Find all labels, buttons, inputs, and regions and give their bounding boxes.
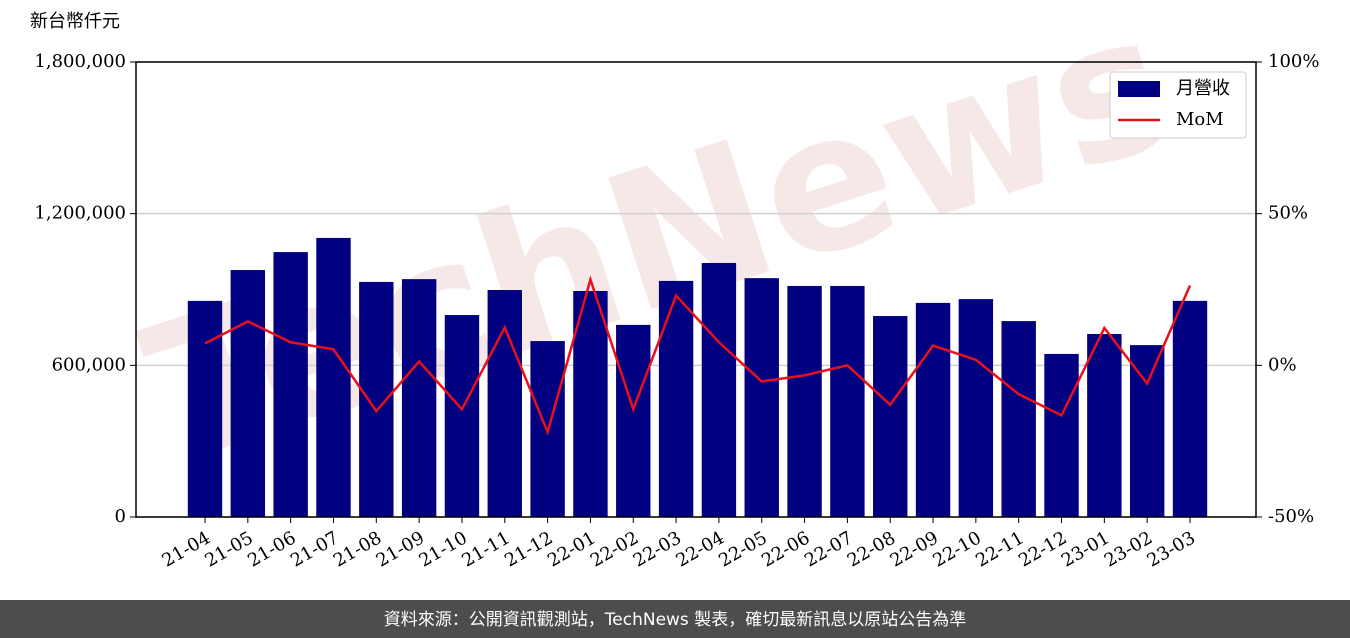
bar	[401, 279, 437, 517]
legend-swatch	[1118, 81, 1160, 97]
bar	[616, 324, 651, 517]
y-axis-label: 新台幣仟元	[30, 11, 120, 32]
plot-frame	[135, 61, 1257, 518]
y-tick-label: 1,200,000	[34, 203, 126, 224]
y2-tick-label: 100%	[1268, 51, 1319, 72]
bar	[915, 302, 951, 517]
x-tick-label: 22-12	[1015, 527, 1070, 571]
bar	[744, 278, 779, 517]
x-tick-label: 22-08	[844, 527, 899, 571]
bar	[658, 280, 694, 517]
bar	[701, 262, 737, 517]
x-tick-label: 22-04	[672, 527, 727, 571]
x-tick-label: 21-10	[416, 527, 471, 571]
y2-tick-label: 50%	[1268, 203, 1308, 224]
x-tick-label: 22-06	[758, 527, 813, 571]
bar	[1044, 353, 1079, 517]
bar	[787, 285, 822, 517]
x-tick-label: 22-09	[887, 527, 942, 571]
x-tick-label: 21-12	[501, 527, 556, 571]
legend: 月營收 MoM	[1109, 71, 1247, 139]
x-tick-label: 22-05	[715, 527, 770, 571]
x-tick-label: 21-06	[244, 527, 299, 571]
y2-tick-label: 0%	[1268, 354, 1297, 375]
x-tick-label: 21-07	[287, 527, 342, 571]
x-tick-label: 22-02	[587, 527, 642, 571]
x-tick-label: 21-09	[373, 527, 428, 571]
x-tick-label: 23-03	[1144, 527, 1199, 571]
bar	[573, 291, 608, 517]
bar	[1001, 321, 1036, 517]
legend-label: 月營收	[1176, 78, 1230, 99]
bar	[1172, 300, 1208, 517]
bar	[830, 285, 865, 517]
bar	[230, 270, 266, 517]
x-tick-label: 21-04	[159, 527, 214, 571]
y2-tick-label: -50%	[1268, 506, 1314, 527]
x-tick-label: 22-07	[801, 527, 856, 571]
bar	[487, 290, 522, 517]
bar	[273, 252, 308, 518]
bar	[444, 315, 480, 517]
x-tick-label: 21-08	[330, 527, 385, 571]
x-tick-label: 23-01	[1058, 527, 1113, 571]
bar	[958, 299, 994, 517]
x-tick-label: 21-11	[458, 527, 513, 571]
y-tick-label: 1,800,000	[34, 51, 126, 72]
bar	[1129, 345, 1165, 517]
bar	[187, 300, 223, 517]
bar	[1087, 333, 1122, 517]
y-tick-label: 0	[115, 506, 126, 527]
x-tick-label: 22-11	[972, 527, 1027, 571]
x-tick-label: 21-05	[201, 527, 256, 571]
bar	[316, 237, 351, 517]
bar	[359, 281, 394, 517]
x-tick-label: 22-01	[544, 527, 599, 571]
legend-label: MoM	[1176, 109, 1224, 130]
y-tick-label: 600,000	[52, 354, 126, 375]
line	[204, 275, 1192, 436]
footer	[0, 600, 1350, 638]
bar	[873, 316, 908, 517]
x-tick-label: 23-02	[1101, 527, 1156, 571]
x-tick-label: 22-03	[630, 527, 685, 571]
x-tick-label: 22-10	[929, 527, 984, 571]
source-note: 資料來源：公開資訊觀測站，TechNews 製表，確切最新訊息以原站公告為準	[384, 610, 966, 630]
